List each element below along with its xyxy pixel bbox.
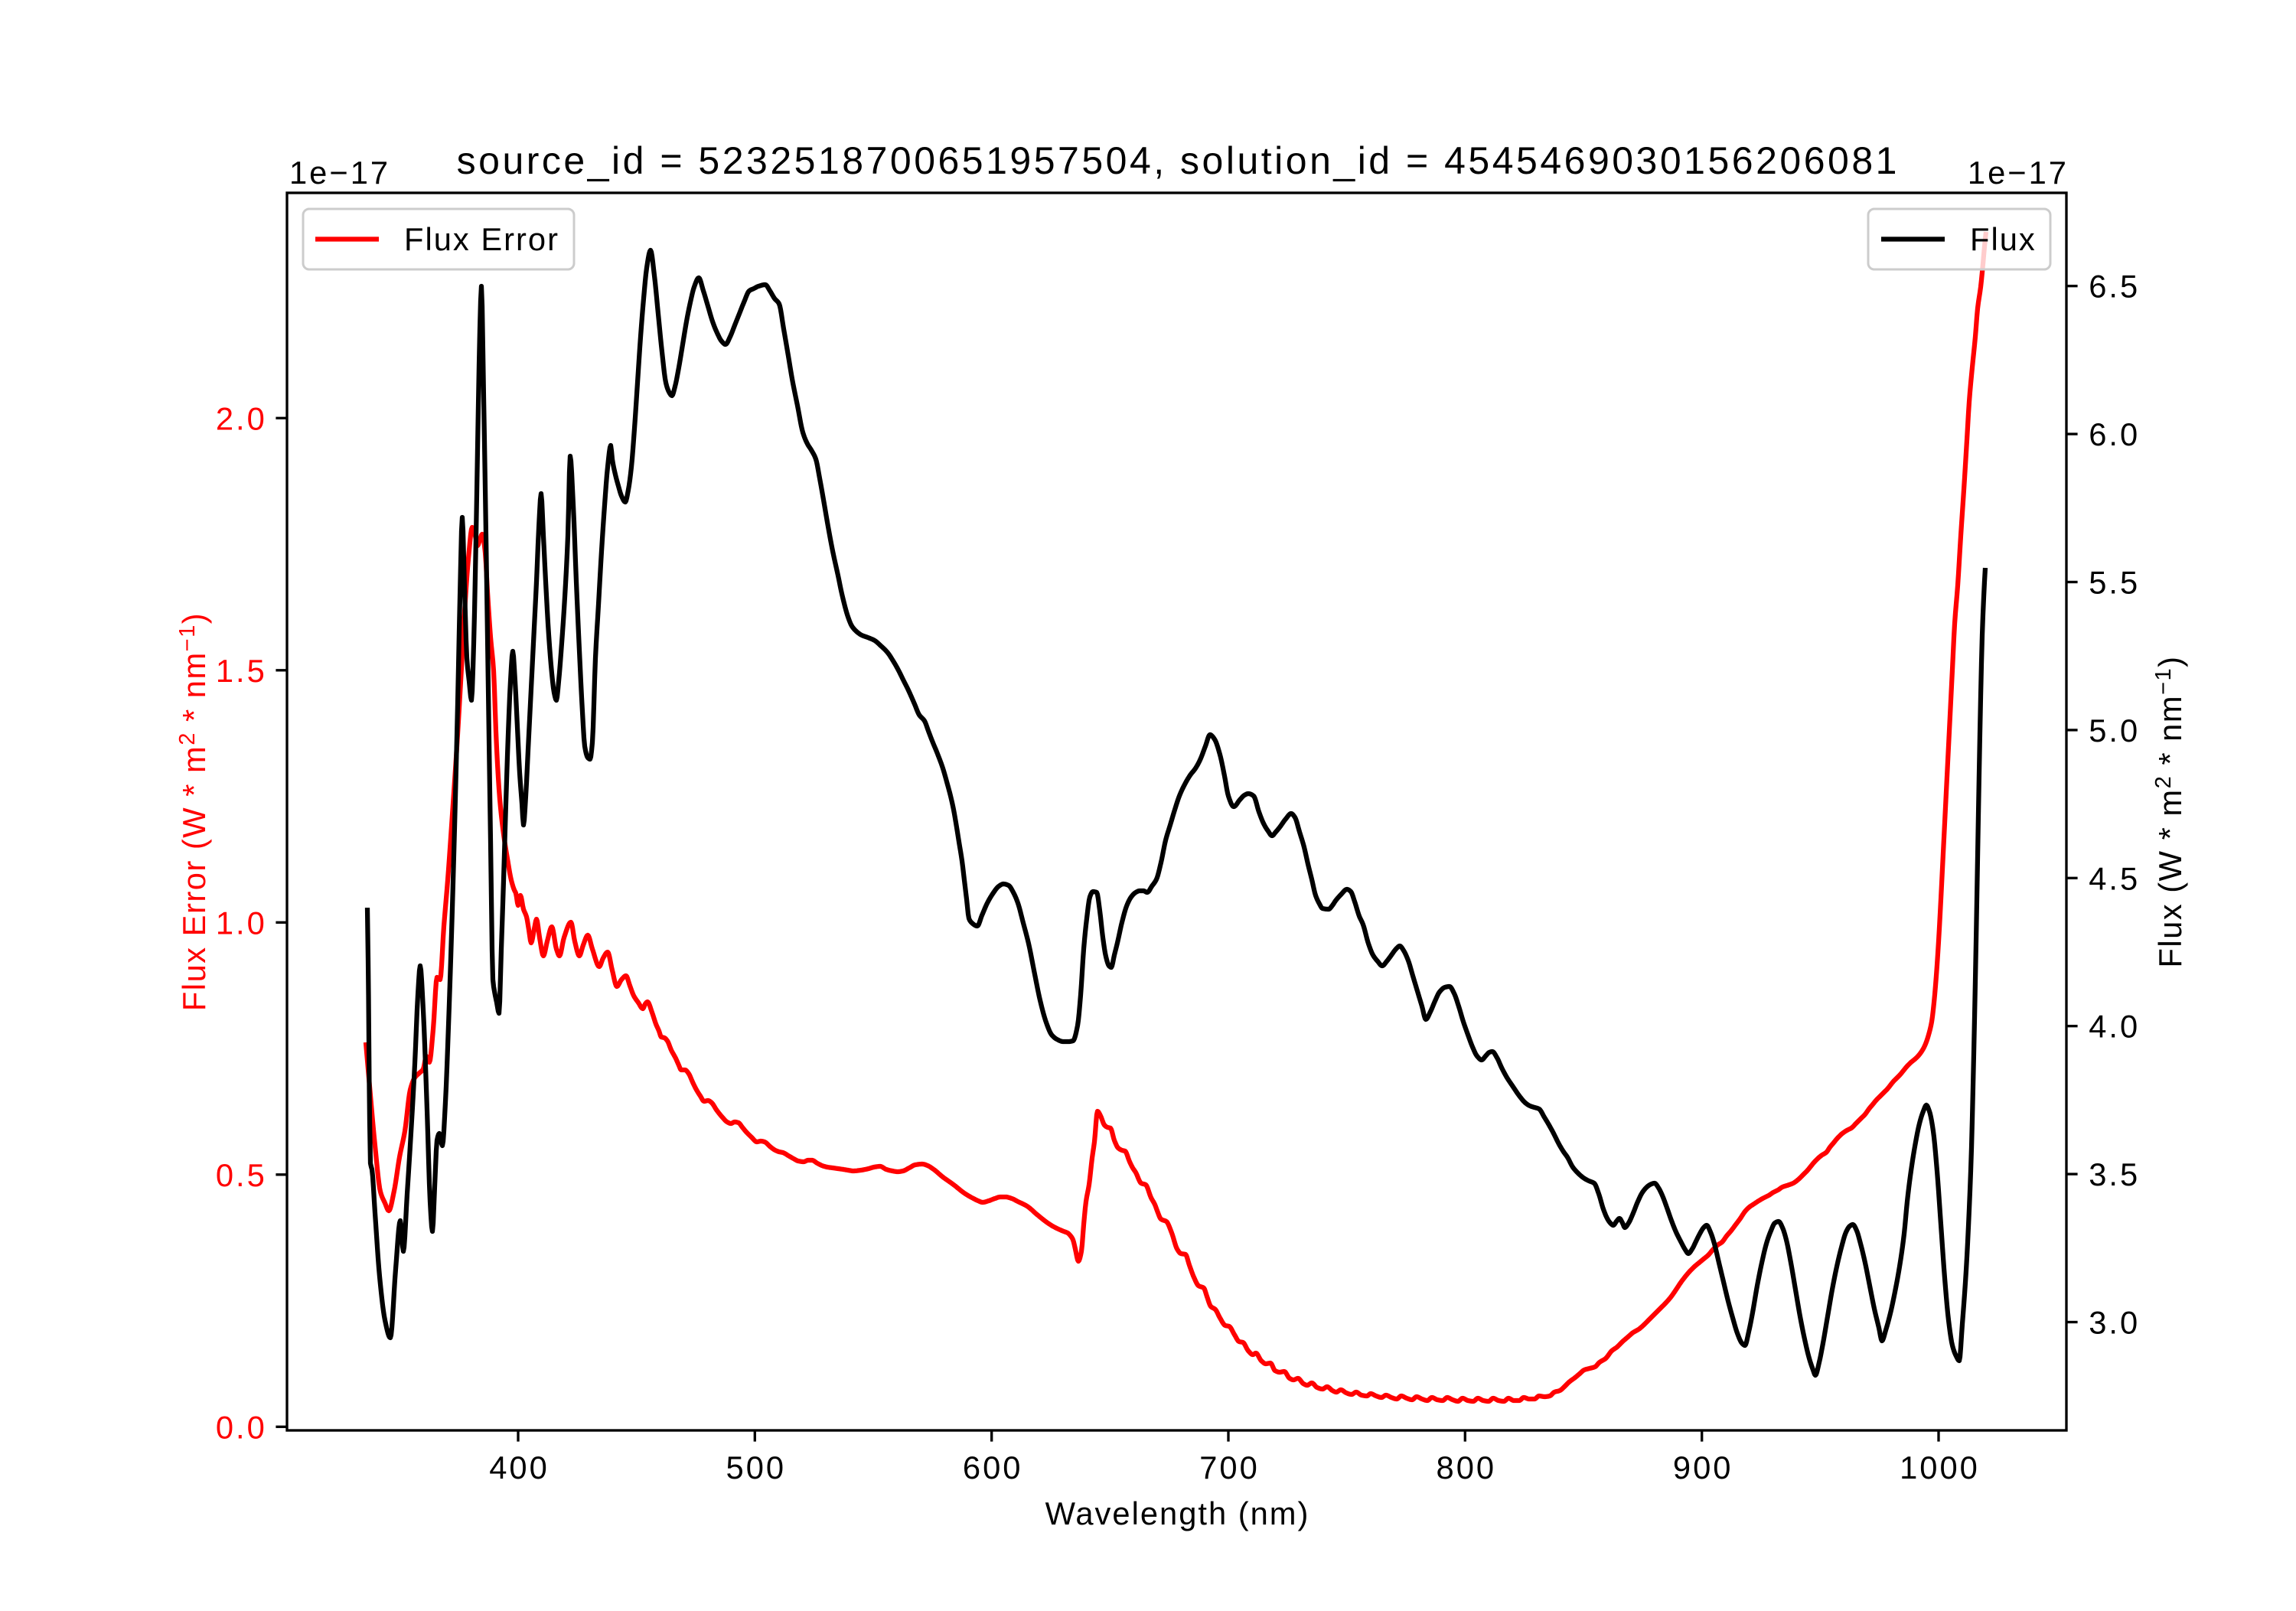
svg-text:6.5: 6.5	[2089, 269, 2140, 305]
svg-text:400: 400	[489, 1450, 550, 1485]
svg-text:4.5: 4.5	[2089, 860, 2140, 896]
svg-text:Flux: Flux	[1970, 221, 2037, 257]
svg-text:5.5: 5.5	[2089, 565, 2140, 601]
svg-text:800: 800	[1437, 1450, 1497, 1485]
svg-text:2.0: 2.0	[216, 400, 267, 436]
svg-text:500: 500	[726, 1450, 787, 1485]
svg-text:source_id = 523251870065195750: source_id = 5232518700651957504, solutio…	[457, 139, 1900, 182]
svg-text:600: 600	[963, 1450, 1023, 1485]
svg-text:3.0: 3.0	[2089, 1305, 2140, 1341]
svg-text:0.5: 0.5	[216, 1157, 267, 1193]
svg-text:4.0: 4.0	[2089, 1009, 2140, 1045]
svg-text:3.5: 3.5	[2089, 1156, 2140, 1192]
svg-text:6.0: 6.0	[2089, 416, 2140, 452]
svg-text:1.0: 1.0	[216, 905, 267, 941]
svg-text:Wavelength (nm): Wavelength (nm)	[1045, 1495, 1310, 1531]
svg-text:5.0: 5.0	[2089, 713, 2140, 748]
svg-text:1.5: 1.5	[216, 653, 267, 689]
svg-text:Flux Error: Flux Error	[404, 221, 559, 257]
svg-text:700: 700	[1199, 1450, 1260, 1485]
svg-text:Flux Error (W * m2 * nm−1): Flux Error (W * m2 * nm−1)	[175, 612, 212, 1011]
svg-text:1000: 1000	[1900, 1450, 1980, 1485]
svg-text:0.0: 0.0	[216, 1409, 267, 1445]
svg-text:1e−17: 1e−17	[289, 155, 390, 191]
svg-text:Flux (W * m2 * nm−1): Flux (W * m2 * nm−1)	[2151, 655, 2188, 967]
svg-text:900: 900	[1673, 1450, 1733, 1485]
svg-text:1e−17: 1e−17	[1968, 155, 2069, 191]
